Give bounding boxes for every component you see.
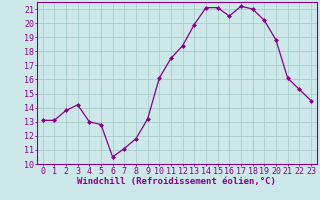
X-axis label: Windchill (Refroidissement éolien,°C): Windchill (Refroidissement éolien,°C) xyxy=(77,177,276,186)
